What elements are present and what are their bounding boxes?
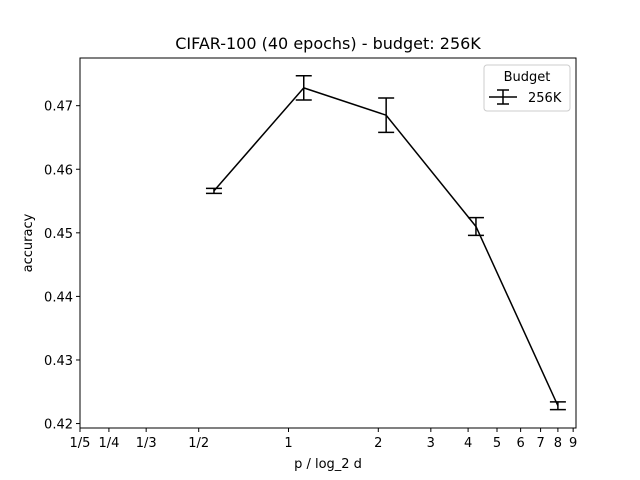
chart-title: CIFAR-100 (40 epochs) - budget: 256K xyxy=(175,34,481,53)
y-tick-label-5: 0.47 xyxy=(44,100,73,115)
y-tick-label-3: 0.45 xyxy=(44,227,73,242)
y-tick-label-0: 0.42 xyxy=(44,418,73,433)
x-tick-label-5: 2 xyxy=(374,436,382,451)
x-tick-label-12: 9 xyxy=(569,436,577,451)
x-tick-label-8: 5 xyxy=(493,436,501,451)
x-tick-label-3: 1/2 xyxy=(188,436,209,451)
x-tick-label-7: 4 xyxy=(464,436,472,451)
x-tick-label-9: 6 xyxy=(516,436,524,451)
legend-title: Budget xyxy=(504,70,551,85)
data-point-2 xyxy=(378,97,395,134)
x-tick-label-11: 8 xyxy=(554,436,562,451)
y-tick-label-4: 0.46 xyxy=(44,163,73,178)
y-tick-label-1: 0.43 xyxy=(44,354,73,369)
legend-box xyxy=(483,64,571,112)
x-tick-label-10: 7 xyxy=(536,436,544,451)
data-point-0 xyxy=(205,187,222,195)
x-tick-label-6: 3 xyxy=(427,436,435,451)
data-point-3 xyxy=(467,216,484,237)
x-tick-label-2: 1/3 xyxy=(136,436,157,451)
legend-entry-label: 256K xyxy=(528,91,562,106)
x-tick-label-1: 1/4 xyxy=(98,436,119,451)
x-axis-label: p / log_2 d xyxy=(294,457,362,472)
legend: Budget 256K xyxy=(483,64,571,112)
plot-frame xyxy=(79,57,577,429)
x-tick-label-0: 1/5 xyxy=(70,436,91,451)
data-point-4 xyxy=(549,401,566,411)
plot-series xyxy=(205,75,566,411)
x-tick-label-4: 1 xyxy=(284,436,292,451)
y-axis-label: accuracy xyxy=(21,213,36,272)
data-point-1 xyxy=(295,75,312,101)
ticks: 1/5 1/4 1/3 1/2 1 2 3 4 5 6 7 8 9 0.42 0.43 0.44 0.45 0.4… xyxy=(44,100,577,451)
y-tick-label-2: 0.44 xyxy=(44,290,73,305)
